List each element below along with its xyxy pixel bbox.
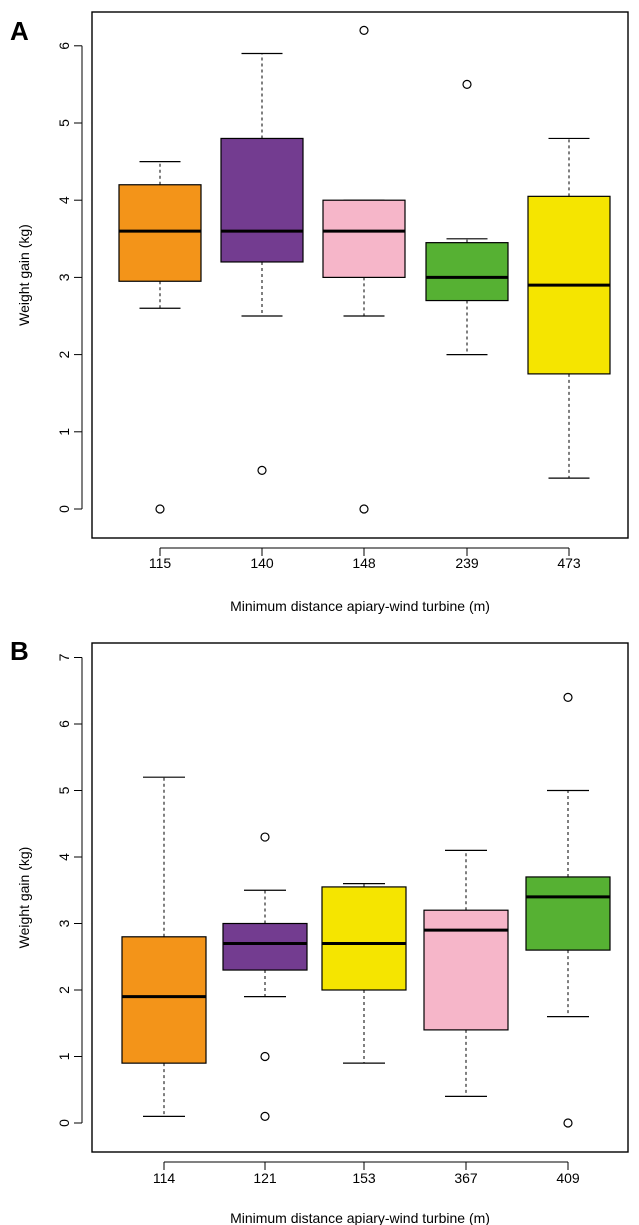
plot-frame xyxy=(91,642,629,1153)
y-tick-label: 6 xyxy=(56,720,72,728)
x-tick-label: 473 xyxy=(557,555,581,571)
box-239 xyxy=(425,79,509,356)
y-tick-label: 0 xyxy=(56,505,72,513)
outlier-point xyxy=(563,692,573,703)
box-body xyxy=(321,886,407,991)
panel-label: A xyxy=(10,16,29,46)
box-body xyxy=(322,199,406,278)
plot-frame xyxy=(91,11,629,539)
chart-panel-a: A 0 1 2 3 4 5 6 Weight gain (kg) 115 140 148 239 473 M… xyxy=(10,11,629,614)
x-axis: 114 121 153 367 409 xyxy=(153,1161,580,1186)
box-473 xyxy=(527,137,611,479)
x-tick-label: 367 xyxy=(454,1170,478,1186)
y-axis-title: Weight gain (kg) xyxy=(16,224,32,326)
box-body xyxy=(222,922,308,971)
y-tick-label: 3 xyxy=(56,919,72,927)
box-140 xyxy=(220,52,304,475)
box-409 xyxy=(525,692,611,1128)
box-153 xyxy=(321,882,407,1064)
box-367 xyxy=(423,849,509,1098)
box-body xyxy=(121,936,207,1064)
y-axis: 0 1 2 3 4 5 6 7 xyxy=(56,653,83,1127)
box-body xyxy=(525,876,611,951)
x-axis-title: Minimum distance apiary-wind turbine (m) xyxy=(230,1210,490,1225)
box-body xyxy=(425,242,509,302)
outlier-point xyxy=(359,25,369,35)
x-tick-label: 114 xyxy=(153,1170,176,1186)
y-tick-label: 5 xyxy=(56,786,72,794)
outlier-point xyxy=(359,504,369,514)
x-tick-label: 153 xyxy=(352,1170,376,1186)
y-tick-label: 7 xyxy=(56,653,72,661)
box-body xyxy=(423,909,509,1031)
box-body xyxy=(220,137,304,263)
y-tick-label: 4 xyxy=(56,853,72,861)
x-tick-label: 140 xyxy=(250,555,274,571)
outlier-point xyxy=(260,1051,270,1062)
outlier-point xyxy=(462,79,472,90)
y-axis-title: Weight gain (kg) xyxy=(16,847,32,949)
x-tick-label: 409 xyxy=(556,1170,580,1186)
y-tick-label: 4 xyxy=(56,196,72,204)
chart-panel-b: B 0 1 2 3 4 5 6 7 Weight gain (kg) 114 121 153 367 409… xyxy=(10,636,629,1225)
x-tick-label: 115 xyxy=(149,555,172,571)
y-tick-label: 1 xyxy=(56,1052,72,1060)
box-115 xyxy=(118,161,202,514)
y-tick-label: 3 xyxy=(56,273,72,281)
y-tick-label: 0 xyxy=(56,1119,72,1127)
y-tick-label: 5 xyxy=(56,119,72,127)
panel-label: B xyxy=(10,636,29,666)
x-axis: 115 140 148 239 473 xyxy=(149,547,581,571)
x-tick-label: 121 xyxy=(253,1170,277,1186)
box-148 xyxy=(322,25,406,514)
outlier-point xyxy=(260,832,270,842)
x-axis-title: Minimum distance apiary-wind turbine (m) xyxy=(230,598,490,614)
y-tick-label: 2 xyxy=(56,986,72,994)
y-tick-label: 6 xyxy=(56,42,72,50)
y-tick-label: 2 xyxy=(56,350,72,358)
box-121 xyxy=(222,832,308,1121)
x-tick-label: 148 xyxy=(352,555,376,571)
outlier-point xyxy=(260,1111,270,1121)
x-tick-label: 239 xyxy=(455,555,479,571)
y-tick-label: 1 xyxy=(56,428,72,436)
box-114 xyxy=(121,776,207,1117)
y-axis: 0 1 2 3 4 5 6 xyxy=(56,42,83,513)
outlier-point xyxy=(563,1118,573,1128)
outlier-point xyxy=(155,504,165,514)
outlier-point xyxy=(257,465,267,475)
box-body xyxy=(118,184,202,282)
